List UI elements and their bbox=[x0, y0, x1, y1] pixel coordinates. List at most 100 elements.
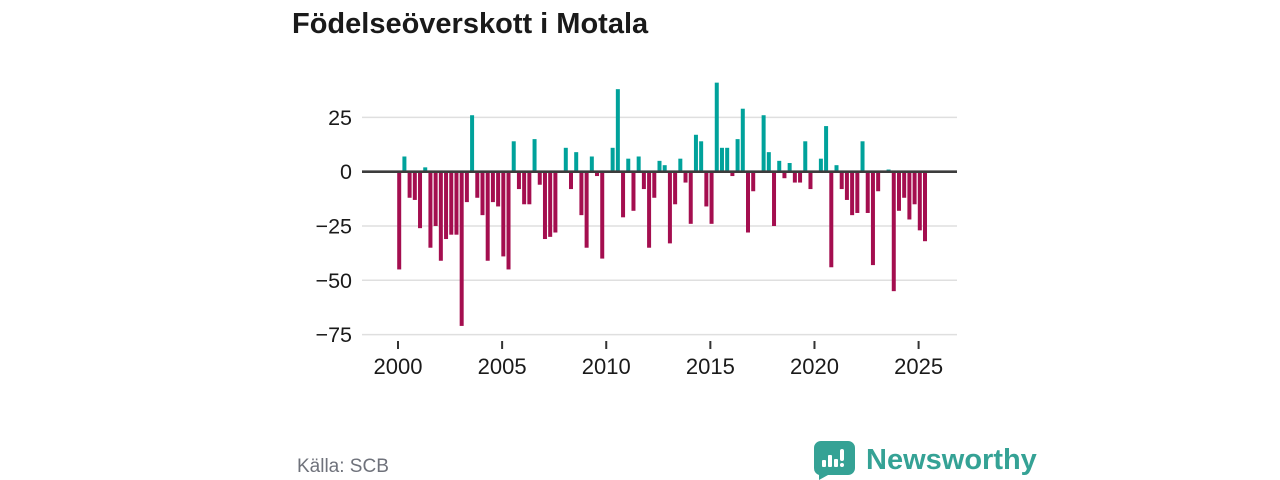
bar-2018Q4 bbox=[787, 163, 792, 172]
bar-2017Q4 bbox=[766, 152, 771, 172]
bar-2012Q3 bbox=[657, 160, 662, 172]
x-axis-tick-label: 2010 bbox=[582, 354, 631, 379]
newsworthy-brand: Newsworthy bbox=[812, 440, 1037, 480]
bar-2015Q3 bbox=[719, 147, 724, 172]
bar-2023Q4 bbox=[891, 171, 896, 292]
bar-2018Q1 bbox=[772, 171, 777, 226]
x-axis-tick-label: 2025 bbox=[894, 354, 943, 379]
bar-2022Q1 bbox=[855, 171, 860, 213]
bar-2005Q4 bbox=[516, 171, 521, 190]
bar-2022Q3 bbox=[865, 171, 870, 213]
bar-2012Q2 bbox=[652, 171, 657, 198]
bar-2019Q4 bbox=[808, 171, 813, 190]
bar-2007Q1 bbox=[542, 171, 547, 240]
bar-2019Q3 bbox=[803, 141, 808, 172]
bar-2024Q3 bbox=[907, 171, 912, 220]
bar-2024Q1 bbox=[896, 171, 901, 211]
bar-2014Q2 bbox=[693, 134, 698, 172]
bar-2001Q1 bbox=[418, 171, 423, 229]
bar-2013Q2 bbox=[673, 171, 678, 205]
bar-2011Q4 bbox=[641, 171, 646, 190]
x-axis-tick-label: 2000 bbox=[374, 354, 423, 379]
bar-2004Q1 bbox=[480, 171, 485, 216]
bar-2012Q1 bbox=[647, 171, 652, 248]
bar-2006Q3 bbox=[532, 139, 537, 172]
bar-2002Q3 bbox=[449, 171, 454, 235]
bar-2019Q1 bbox=[792, 171, 797, 183]
bar-2000Q2 bbox=[402, 156, 407, 172]
bar-2004Q2 bbox=[485, 171, 490, 261]
bar-2014Q4 bbox=[704, 171, 709, 207]
bar-2000Q3 bbox=[407, 171, 412, 198]
bar-2004Q3 bbox=[490, 171, 495, 203]
bar-2006Q2 bbox=[527, 171, 532, 205]
bar-2001Q3 bbox=[428, 171, 433, 248]
bar-2006Q1 bbox=[522, 171, 527, 205]
bar-2012Q4 bbox=[662, 165, 667, 172]
bar-2008Q1 bbox=[563, 147, 568, 172]
bar-2013Q4 bbox=[683, 171, 688, 183]
bar-2001Q4 bbox=[433, 171, 438, 226]
bar-2025Q1 bbox=[917, 171, 922, 231]
bar-2021Q4 bbox=[850, 171, 855, 216]
bar-2015Q1 bbox=[709, 171, 714, 224]
bar-2021Q2 bbox=[839, 171, 844, 190]
bar-2011Q3 bbox=[636, 156, 641, 172]
bar-2015Q4 bbox=[725, 147, 730, 172]
bar-2010Q2 bbox=[610, 147, 615, 172]
bar-2022Q2 bbox=[860, 141, 865, 172]
bar-2010Q3 bbox=[615, 89, 620, 172]
bar-2024Q4 bbox=[912, 171, 917, 205]
bar-2017Q3 bbox=[761, 115, 766, 172]
y-axis-tick-label: −75 bbox=[316, 323, 353, 347]
bar-2001Q2 bbox=[423, 167, 428, 172]
x-axis-tick-label: 2005 bbox=[478, 354, 527, 379]
bar-2022Q4 bbox=[870, 171, 875, 266]
bar-2008Q3 bbox=[574, 152, 579, 172]
bar-2008Q2 bbox=[568, 171, 573, 190]
y-axis-tick-label: 0 bbox=[340, 160, 352, 184]
bar-2010Q4 bbox=[621, 171, 626, 218]
bar-2004Q4 bbox=[496, 171, 501, 207]
bar-2009Q2 bbox=[589, 156, 594, 172]
bar-2018Q3 bbox=[782, 171, 787, 179]
bar-2000Q1 bbox=[397, 171, 402, 270]
bar-2013Q1 bbox=[667, 171, 672, 244]
bar-2002Q2 bbox=[444, 171, 449, 240]
bar-2011Q1 bbox=[626, 158, 631, 172]
y-axis-tick-label: −25 bbox=[316, 215, 353, 239]
bar-2002Q4 bbox=[454, 171, 459, 235]
bar-2020Q2 bbox=[818, 158, 823, 172]
bar-2002Q1 bbox=[438, 171, 443, 261]
bar-2003Q2 bbox=[464, 171, 469, 203]
bar-2007Q3 bbox=[553, 171, 558, 233]
bar-2020Q4 bbox=[829, 171, 834, 268]
bar-2014Q1 bbox=[688, 171, 693, 224]
bar-2003Q3 bbox=[470, 115, 475, 172]
x-axis-tick-label: 2015 bbox=[686, 354, 735, 379]
bar-2009Q4 bbox=[600, 171, 605, 259]
bar-2019Q2 bbox=[798, 171, 803, 183]
bar-2016Q3 bbox=[740, 108, 745, 172]
bar-2018Q2 bbox=[777, 160, 782, 172]
bar-2005Q3 bbox=[511, 141, 516, 172]
bar-2007Q2 bbox=[548, 171, 553, 237]
bar-2017Q1 bbox=[751, 171, 756, 192]
bar-2014Q3 bbox=[699, 141, 704, 172]
bar-2013Q3 bbox=[678, 158, 683, 172]
x-axis-tick-label: 2020 bbox=[790, 354, 839, 379]
bar-2025Q2 bbox=[923, 171, 928, 242]
page-title: Födelseöverskott i Motala bbox=[292, 8, 649, 40]
bar-2009Q3 bbox=[595, 171, 600, 177]
bar-2011Q2 bbox=[631, 171, 636, 211]
bar-2005Q2 bbox=[506, 171, 511, 270]
bar-2021Q3 bbox=[844, 171, 849, 200]
bar-2016Q4 bbox=[746, 171, 751, 233]
brand-name: Newsworthy bbox=[866, 443, 1037, 476]
bar-2021Q1 bbox=[834, 165, 839, 172]
y-axis-tick-label: −50 bbox=[316, 269, 353, 293]
bar-2008Q4 bbox=[579, 171, 584, 216]
bar-2005Q1 bbox=[501, 171, 506, 257]
bar-2015Q2 bbox=[714, 82, 719, 172]
